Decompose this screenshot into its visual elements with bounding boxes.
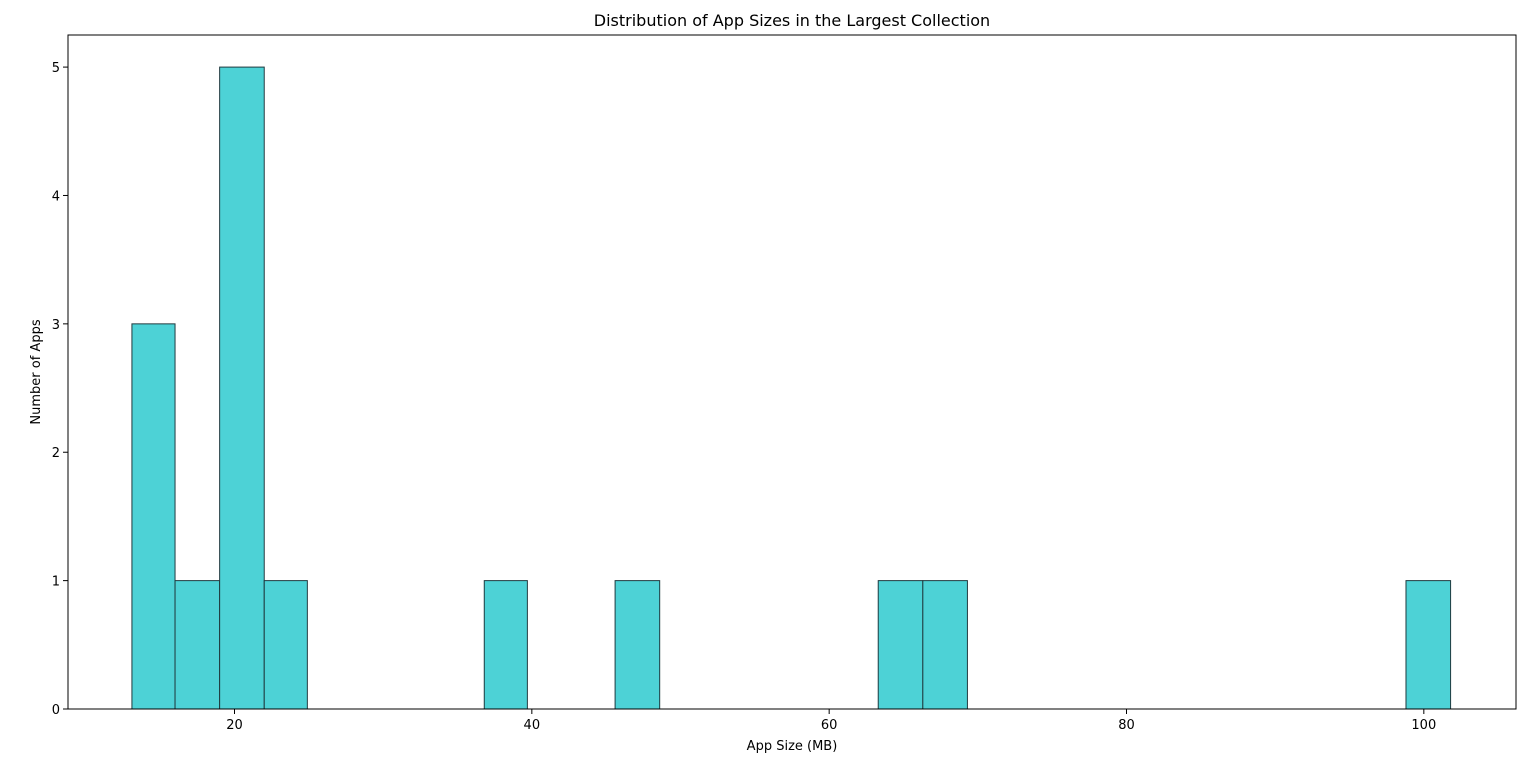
- histogram-bar-8: [1405, 580, 1452, 710]
- histogram-bar-7: [922, 580, 968, 710]
- y-tick-label: 2: [52, 446, 60, 461]
- histogram-bar-3: [263, 580, 308, 710]
- histogram-bar-1: [174, 580, 221, 710]
- x-tick-label: 40: [524, 718, 541, 733]
- plot-frame: [67, 34, 1517, 710]
- histogram-bar-6: [877, 580, 924, 710]
- x-axis-ticks: 20 40 60 80 100: [226, 709, 1436, 733]
- x-tick-label: 60: [821, 718, 838, 733]
- histogram-bar-0: [131, 323, 176, 710]
- y-axis-ticks: 0 1 2 3 4 5: [52, 61, 68, 718]
- y-tick-label: 1: [52, 575, 60, 590]
- histogram-bar-5: [614, 580, 661, 710]
- x-tick-label: 20: [226, 718, 243, 733]
- x-tick-label: 100: [1411, 718, 1436, 733]
- y-tick-label: 5: [52, 61, 60, 76]
- y-axis-label: Number of Apps: [29, 319, 44, 424]
- histogram-bar-4: [483, 580, 528, 710]
- y-tick-label: 0: [52, 703, 60, 718]
- chart-title: Distribution of App Sizes in the Largest…: [594, 11, 990, 30]
- y-tick-label: 4: [52, 189, 60, 204]
- histogram-bar-2: [219, 66, 265, 710]
- x-axis-label: App Size (MB): [747, 739, 838, 754]
- y-tick-label: 3: [52, 318, 60, 333]
- x-tick-label: 80: [1118, 718, 1135, 733]
- histogram-bars: [131, 66, 1452, 710]
